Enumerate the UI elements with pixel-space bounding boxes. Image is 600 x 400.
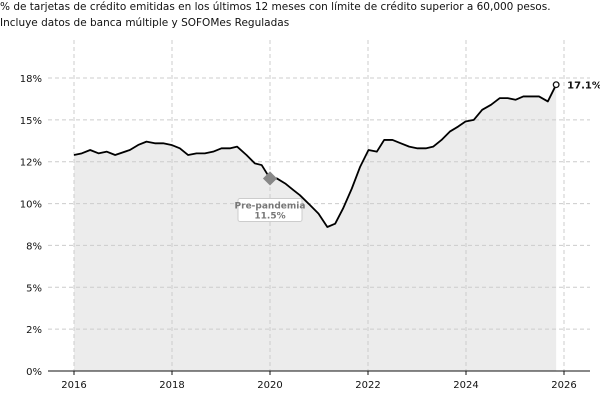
annotation-value: 11.5% <box>254 211 285 221</box>
x-tick-label: 2026 <box>551 380 576 391</box>
x-tick-label: 2022 <box>355 380 380 391</box>
y-tick-label: 18% <box>20 74 42 85</box>
y-tick-label: 15% <box>20 116 42 127</box>
y-tick-label: 8% <box>26 241 42 252</box>
chart-title: % de tarjetas de crédito emitidas en los… <box>0 1 551 13</box>
annotation-label: Pre-pandemia <box>235 201 306 211</box>
y-tick-label: 2% <box>26 325 42 336</box>
last-value-label: 17.1% <box>567 81 600 92</box>
x-tick-label: 2020 <box>257 380 282 391</box>
x-tick-label: 2024 <box>453 380 478 391</box>
chart-subtitle: Incluye datos de banca múltiple y SOFOMe… <box>0 17 290 29</box>
y-tick-label: 0% <box>26 367 42 378</box>
y-tick-label: 12% <box>20 158 42 169</box>
last-point-marker <box>552 81 560 89</box>
annotation-box <box>237 197 303 222</box>
pre-pandemic-marker <box>262 171 278 186</box>
y-tick-label: 5% <box>26 283 42 294</box>
series-line <box>73 84 557 228</box>
x-tick-label: 2018 <box>159 380 184 391</box>
y-tick-label: 10% <box>20 200 42 211</box>
area-fill <box>74 84 557 371</box>
x-tick-label: 2016 <box>61 380 86 391</box>
